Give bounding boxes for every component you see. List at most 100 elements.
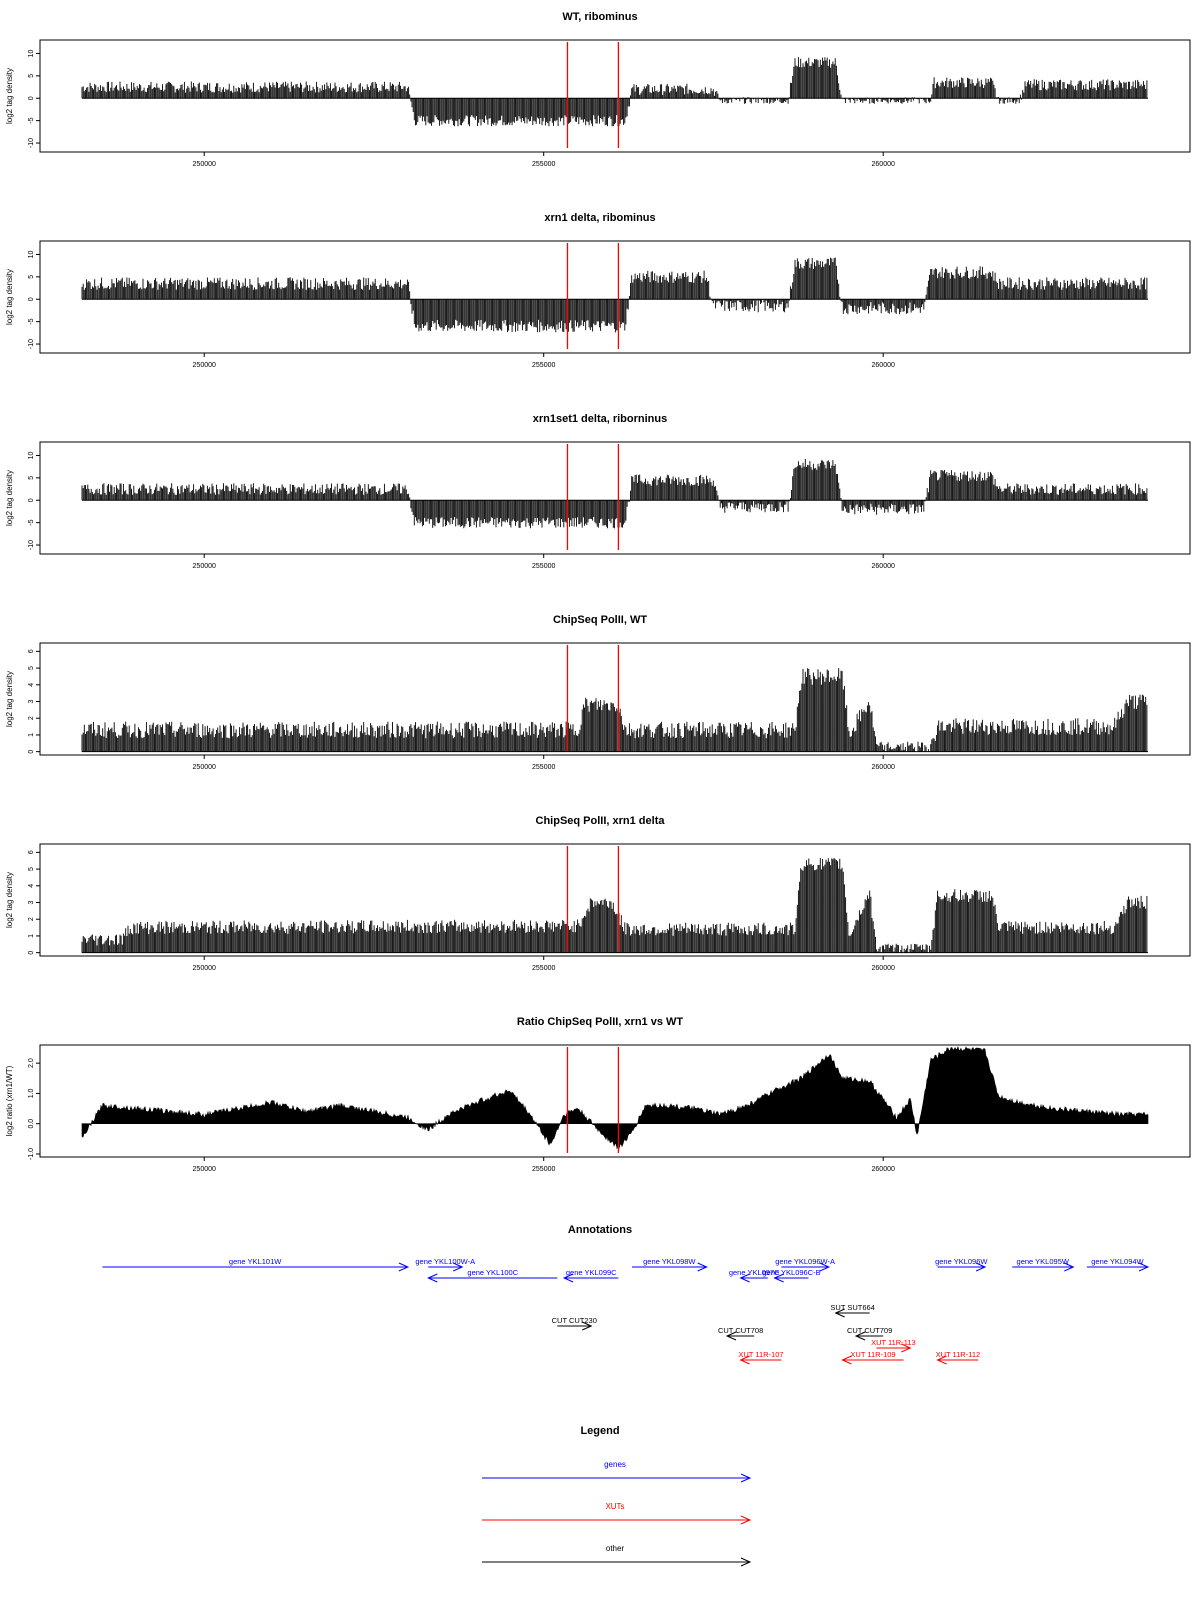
legend-label: genes: [604, 1460, 626, 1469]
feature-arrow-head: [1064, 1262, 1075, 1272]
legend-panel: Legend genes XUTs other: [482, 1425, 752, 1567]
plot-frame: [39, 39, 1191, 153]
y-axis-label: log2 tag density: [5, 671, 14, 727]
x-tick-label: 250000: [193, 1166, 216, 1173]
legend-arrow-head: [740, 1515, 752, 1525]
feature-label: SUT SUT664: [830, 1303, 874, 1312]
y-axis-label: log2 tag density: [5, 68, 14, 124]
y-tick-label: 0: [28, 498, 35, 502]
feature-label: CUT CUT709: [847, 1326, 892, 1335]
y-tick-label: 5: [28, 476, 35, 480]
y-tick-label: 0: [28, 297, 35, 301]
x-tick-label: 260000: [872, 965, 895, 972]
x-tick-label: 260000: [872, 563, 895, 570]
feature-label: CUT CUT230: [552, 1316, 597, 1325]
plot-frame: [39, 240, 1191, 354]
feature-arrow-head: [854, 1331, 866, 1341]
y-tick-label: -1.0: [28, 1148, 35, 1160]
x-tick-label: 260000: [872, 1166, 895, 1173]
y-tick-label: -5: [28, 318, 35, 324]
chart-panel-6: Ratio ChipSeq PolII, xrn1 vs WT log2 rati…: [5, 1016, 1191, 1173]
feature-label: gene YKL098W: [643, 1257, 696, 1266]
feature-arrow-head: [697, 1262, 708, 1272]
y-tick-label: 2.0: [28, 1058, 35, 1068]
chart-panel-2: xrn1 delta, ribominus log2 tag density -10…: [5, 212, 1191, 369]
feature-label: gene YKL094W: [1091, 1257, 1144, 1266]
feature-arrow-head: [1138, 1262, 1150, 1272]
feature-arrow-head: [453, 1262, 464, 1272]
x-tick-label: 255000: [532, 1166, 555, 1173]
y-tick-label: 6: [28, 850, 35, 854]
y-tick-label: 4: [28, 683, 35, 687]
y-tick-label: 4: [28, 884, 35, 888]
chart-title: ChipSeq PolII, WT: [553, 614, 647, 626]
ratio-area: [81, 1046, 1149, 1150]
feature-label: gene YKL096W-A: [775, 1257, 835, 1266]
y-axis-label: log2 tag density: [5, 872, 14, 928]
annotations-title: Annotations: [568, 1224, 632, 1236]
y-tick-label: 10: [28, 49, 35, 57]
y-tick-label: -5: [28, 117, 35, 123]
feature-label: XUT 11R-113: [871, 1338, 916, 1347]
chart-title: WT, ribominus: [562, 11, 637, 23]
feature-arrow-head: [562, 1273, 574, 1283]
feature-arrow-head: [901, 1343, 912, 1353]
plot-frame: [39, 843, 1191, 957]
y-tick-label: 0: [28, 750, 35, 754]
density-bars: [81, 459, 1148, 529]
x-tick-label: 250000: [193, 965, 216, 972]
y-tick-label: 1: [28, 733, 35, 737]
chart-title: xrn1 delta, ribominus: [544, 212, 655, 224]
feature-label: gene YKL100C: [467, 1268, 518, 1277]
y-tick-label: 2: [28, 716, 35, 720]
feature-label: XUT 11R-109: [850, 1350, 895, 1359]
chart-panel-3: xrn1set1 delta, riborninus log2 tag densi…: [5, 413, 1191, 570]
feature-label: gene YKL099C: [566, 1268, 617, 1277]
feature-arrow-head: [725, 1331, 737, 1341]
y-tick-label: 6: [28, 649, 35, 653]
feature-arrow-head: [582, 1321, 593, 1331]
y-axis-label: log2 tag density: [5, 470, 14, 526]
legend-label: other: [606, 1544, 625, 1553]
feature-label: gene YKL096W: [935, 1257, 988, 1266]
feature-arrow-head: [841, 1355, 852, 1365]
y-tick-label: 10: [28, 451, 35, 459]
plot-frame: [39, 1044, 1191, 1158]
annotations-panel: Annotations gene YKL101W gene YKL100W-A gen…: [102, 1224, 1150, 1365]
feature-arrow-head: [975, 1262, 987, 1272]
density-bars: [81, 257, 1148, 333]
x-tick-label: 260000: [872, 161, 895, 168]
feature-arrow-head: [739, 1355, 750, 1365]
density-bars: [81, 57, 1148, 127]
plot-frame: [39, 441, 1191, 555]
x-tick-label: 250000: [193, 764, 216, 771]
chart-title: Ratio ChipSeq PolII, xrn1 vs WT: [517, 1016, 684, 1028]
density-bars: [81, 668, 1148, 752]
x-tick-label: 255000: [532, 965, 555, 972]
feature-label: gene YKL100W-A: [415, 1257, 475, 1266]
y-tick-label: 5: [28, 74, 35, 78]
feature-arrow-head: [427, 1273, 438, 1283]
feature-arrow-head: [834, 1308, 845, 1318]
density-bars: [81, 858, 1148, 953]
y-tick-label: 0: [28, 96, 35, 100]
x-tick-label: 255000: [532, 563, 555, 570]
x-tick-label: 260000: [872, 764, 895, 771]
y-tick-label: -10: [28, 339, 35, 349]
feature-arrow-head: [936, 1355, 947, 1365]
y-tick-label: -10: [28, 138, 35, 148]
x-tick-label: 260000: [872, 362, 895, 369]
feature-arrow-head: [739, 1273, 750, 1283]
feature-arrow-head: [773, 1273, 784, 1283]
feature-label: gene YKL097C: [729, 1268, 780, 1277]
feature-arrow-head: [819, 1262, 831, 1272]
feature-label: XUT 11R-112: [936, 1350, 981, 1359]
feature-label: gene YKL096C-B: [762, 1268, 820, 1277]
x-tick-label: 250000: [193, 563, 216, 570]
chart-panel-1: WT, ribominus log2 tag density -10 -5 0 5 10 25…: [5, 11, 1191, 168]
legend-arrow-head: [740, 1557, 752, 1567]
x-tick-label: 255000: [532, 764, 555, 771]
y-axis-label: log2 tag density: [5, 269, 14, 325]
y-tick-label: 3: [28, 900, 35, 904]
